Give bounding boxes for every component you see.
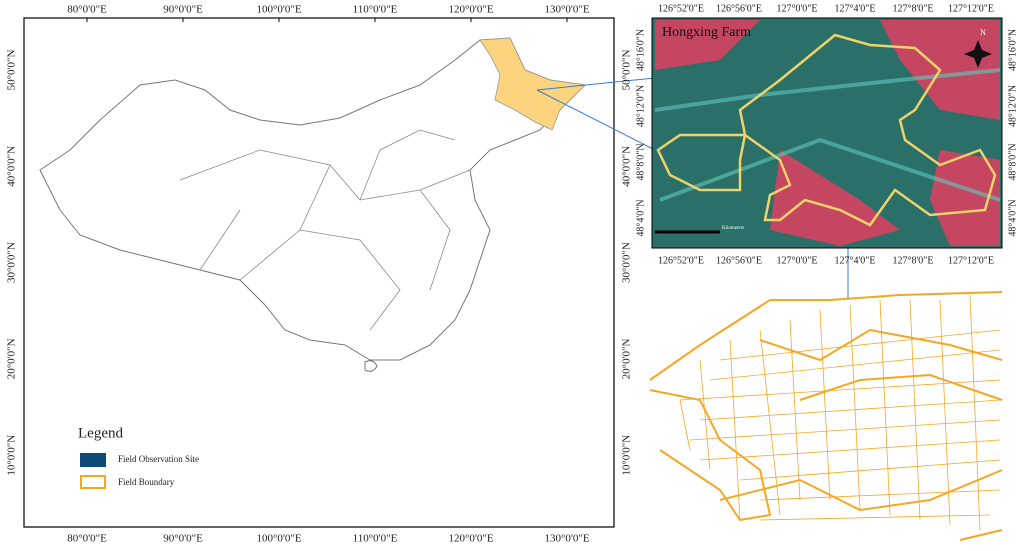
connector-lines (536, 77, 849, 298)
province-borders (179, 129, 471, 331)
legend-label: Field Observation Site (118, 454, 199, 464)
lon-label: 110°0'0"E (353, 533, 398, 545)
lon-label: 80°0'0"E (67, 4, 107, 16)
lon-label: 120°0'0"E (448, 533, 493, 545)
north-arrow (964, 40, 992, 68)
inset-title: Hongxing Farm (662, 25, 751, 40)
legend-label: Field Boundary (118, 477, 175, 487)
inset-lat-label: 48°8'0"N (1007, 143, 1018, 180)
lat-label: 50°0'0"N (6, 50, 18, 91)
inset-lon-label: 127°0'0"E (777, 255, 818, 266)
lon-label: 100°0'0"E (256, 533, 301, 545)
inset-lon-label: 127°8'0"E (893, 255, 934, 266)
lon-label: 120°0'0"E (448, 4, 493, 16)
scale-unit: Kilometers (722, 226, 744, 231)
inset-lon-label: 126°56'0"E (716, 3, 762, 14)
inset-lat-label: 48°4'0"N (1007, 199, 1018, 236)
inset-lon-label: 127°12'0"E (948, 255, 994, 266)
farm-boundary (656, 33, 997, 227)
lat-label: 40°0'0"N (6, 146, 18, 187)
lat-label: 20°0'0"N (6, 338, 18, 379)
inset-lon-label: 127°12'0"E (948, 3, 994, 14)
legend-swatch-site (80, 453, 106, 467)
inset-lon-label: 126°52'0"E (658, 255, 704, 266)
field-parcels (679, 294, 1001, 531)
inset-lon-label: 127°4'0"E (835, 255, 876, 266)
china-outline (39, 37, 587, 361)
lat-label: 10°0'0"N (6, 435, 18, 476)
heilongjiang (479, 37, 586, 131)
lat-label: 30°0'0"N (6, 242, 18, 283)
inset-lon-label: 127°4'0"E (835, 3, 876, 14)
inset-lat-label: 48°12'0"N (1007, 85, 1018, 127)
lon-label: 110°0'0"E (353, 4, 398, 16)
lon-label: 90°0'0"E (163, 533, 203, 545)
north-label: N (980, 28, 986, 37)
inset-lon-label: 126°52'0"E (658, 3, 704, 14)
lon-label: 130°0'0"E (544, 4, 589, 16)
lat-label: 50°0'0"N (621, 50, 633, 91)
cyan-features (654, 68, 1001, 202)
inset-lon-label: 126°56'0"E (716, 255, 762, 266)
legend-title: Legend (78, 425, 123, 441)
legend-swatch-boundary (80, 475, 106, 489)
inset-lat-label: 48°16'0"N (1007, 29, 1018, 71)
red-patches (655, 20, 1000, 246)
lat-label: 30°0'0"N (621, 242, 633, 283)
hainan (364, 360, 378, 372)
inset-lat-label: 48°4'0"N (635, 199, 646, 236)
lon-label: 130°0'0"E (544, 533, 589, 545)
lat-label: 20°0'0"N (621, 338, 633, 379)
inset-lat-label: 48°8'0"N (635, 143, 646, 180)
lat-label: 40°0'0"N (621, 146, 633, 187)
inset-lon-label: 127°0'0"E (777, 3, 818, 14)
lon-label: 90°0'0"E (163, 4, 203, 16)
lon-label: 100°0'0"E (256, 4, 301, 16)
inset-lat-label: 48°16'0"N (635, 29, 646, 71)
inset-lat-label: 48°12'0"N (635, 85, 646, 127)
lat-label: 10°0'0"N (621, 435, 633, 476)
lon-label: 80°0'0"E (67, 533, 107, 545)
inset-lon-label: 127°8'0"E (893, 3, 934, 14)
